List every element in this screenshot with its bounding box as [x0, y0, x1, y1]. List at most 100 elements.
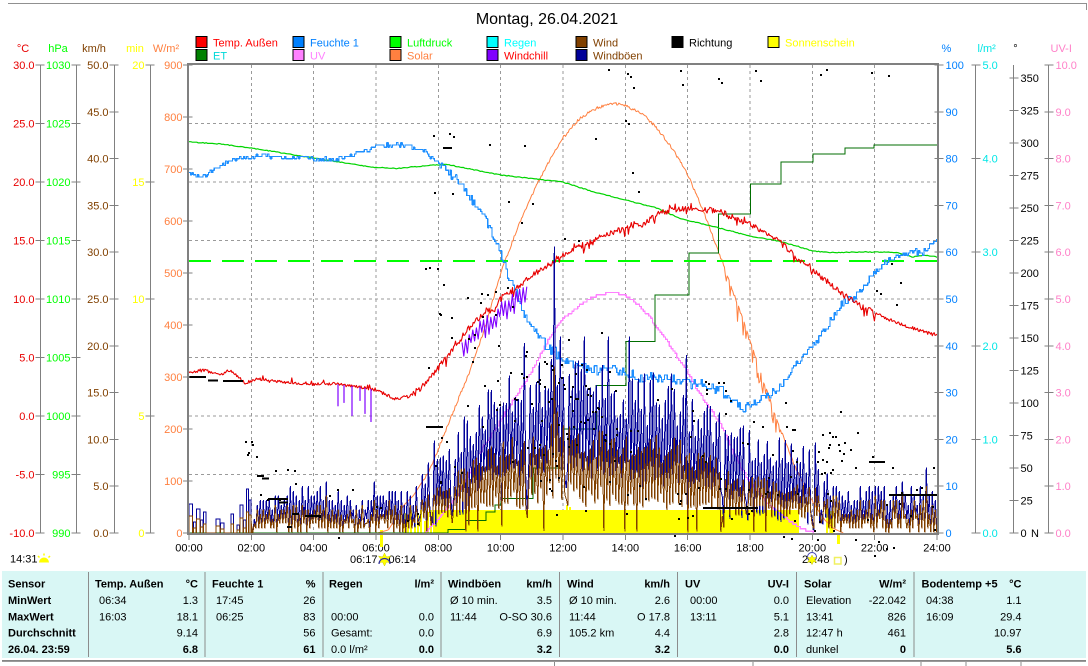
svg-text:Windböen: Windböen: [448, 579, 501, 591]
svg-text:02:00: 02:00: [238, 543, 266, 555]
svg-text:25: 25: [1021, 496, 1033, 508]
svg-text:0: 0: [900, 644, 906, 656]
svg-text:-10.0: -10.0: [9, 528, 34, 540]
svg-text:24:00: 24:00: [923, 543, 951, 555]
svg-text:16:03: 16:03: [99, 611, 127, 623]
svg-text:225: 225: [1021, 236, 1039, 248]
svg-text:3.2: 3.2: [655, 644, 670, 656]
svg-text:20: 20: [946, 434, 958, 446]
svg-text:Wind: Wind: [593, 38, 618, 50]
svg-text:04:00: 04:00: [300, 543, 328, 555]
svg-text:83: 83: [303, 611, 315, 623]
svg-text:125: 125: [1021, 366, 1039, 378]
svg-text:250: 250: [1021, 203, 1039, 215]
svg-text:9.14: 9.14: [177, 628, 198, 640]
svg-text:0.0: 0.0: [774, 644, 789, 656]
svg-text:50.0: 50.0: [87, 60, 108, 72]
svg-text:Luftdruck: Luftdruck: [407, 38, 453, 50]
svg-text:26: 26: [303, 595, 315, 607]
svg-text:06:17: 06:17: [350, 554, 378, 566]
svg-text:0: 0: [946, 528, 952, 540]
svg-text:Bodentemp +5: Bodentemp +5: [922, 579, 998, 591]
svg-text:): ): [844, 554, 848, 566]
svg-text:29.4: 29.4: [1000, 611, 1021, 623]
svg-text:3.0: 3.0: [983, 247, 998, 259]
svg-text:0.0: 0.0: [419, 611, 434, 623]
svg-text:0: 0: [1021, 528, 1027, 540]
svg-text:18.1: 18.1: [177, 611, 198, 623]
svg-text:0.0: 0.0: [419, 628, 434, 640]
svg-text:16:09: 16:09: [926, 611, 954, 623]
svg-text:°: °: [1013, 43, 1017, 55]
svg-text:9.0: 9.0: [1056, 107, 1071, 119]
svg-text:105.2 km: 105.2 km: [569, 628, 614, 640]
svg-text:50: 50: [946, 294, 958, 306]
svg-text:13:11: 13:11: [690, 611, 717, 623]
svg-text:56: 56: [303, 628, 315, 640]
svg-text:08:00: 08:00: [425, 543, 453, 555]
svg-text:km/h: km/h: [526, 579, 552, 591]
svg-text:100: 100: [1021, 398, 1039, 410]
svg-text:1.0: 1.0: [983, 434, 998, 446]
svg-text:Sonnenschein: Sonnenschein: [785, 38, 855, 50]
svg-text:Ø 10 min.: Ø 10 min.: [450, 595, 498, 607]
svg-text:%: %: [942, 43, 952, 55]
svg-text:150: 150: [1021, 333, 1039, 345]
svg-text:200: 200: [164, 424, 182, 436]
svg-text:25.0: 25.0: [13, 119, 34, 131]
svg-text:04:38: 04:38: [926, 595, 954, 607]
svg-text:Windchill: Windchill: [504, 51, 548, 63]
svg-text:0.0 l/m²: 0.0 l/m²: [331, 644, 368, 656]
svg-text:Montag, 26.04.2021: Montag, 26.04.2021: [476, 11, 618, 28]
svg-text:Wind: Wind: [567, 579, 594, 591]
svg-text:1010: 1010: [46, 294, 70, 306]
svg-text:1.1: 1.1: [1006, 595, 1021, 607]
svg-text:km/h: km/h: [82, 43, 106, 55]
svg-text:UV-I: UV-I: [1051, 43, 1072, 55]
svg-text:61: 61: [303, 644, 315, 656]
svg-text:26.04. 23:59: 26.04. 23:59: [8, 644, 70, 656]
svg-text:800: 800: [164, 112, 182, 124]
svg-text:Ø 10 min.: Ø 10 min.: [569, 595, 617, 607]
svg-text:700: 700: [164, 164, 182, 176]
svg-text:100: 100: [946, 60, 964, 72]
svg-text:l/m²: l/m²: [414, 579, 434, 591]
svg-text:00:00: 00:00: [690, 595, 718, 607]
svg-text:N: N: [1031, 528, 1039, 540]
svg-text:UV: UV: [685, 579, 701, 591]
svg-text:Sensor: Sensor: [8, 579, 46, 591]
svg-text:90: 90: [946, 107, 958, 119]
svg-text:14:31: 14:31: [10, 554, 38, 566]
svg-text:Temp. Außen: Temp. Außen: [213, 38, 278, 50]
svg-text:30.0: 30.0: [87, 247, 108, 259]
svg-text:W/m²: W/m²: [153, 43, 180, 55]
svg-text:2.6: 2.6: [655, 595, 670, 607]
svg-text:0.0: 0.0: [983, 528, 998, 540]
svg-text:2.0: 2.0: [983, 341, 998, 353]
svg-text:%: %: [306, 579, 316, 591]
svg-text:15.0: 15.0: [87, 388, 108, 400]
svg-text:0.0: 0.0: [93, 528, 108, 540]
svg-text:Regen: Regen: [504, 38, 536, 50]
svg-text:06:14: 06:14: [389, 554, 417, 566]
svg-text:25.0: 25.0: [87, 294, 108, 306]
svg-text:6.8: 6.8: [183, 644, 198, 656]
svg-text:1030: 1030: [46, 60, 70, 72]
svg-text:461: 461: [888, 628, 906, 640]
svg-text:2.8: 2.8: [774, 628, 789, 640]
svg-text:5: 5: [138, 411, 144, 423]
svg-text:500: 500: [164, 268, 182, 280]
svg-text:3.2: 3.2: [537, 644, 552, 656]
svg-text:6.0: 6.0: [1056, 247, 1071, 259]
svg-text:3.0: 3.0: [1056, 388, 1071, 400]
svg-text:30.0: 30.0: [13, 60, 34, 72]
svg-text:4.4: 4.4: [655, 628, 670, 640]
svg-text:UV: UV: [310, 51, 326, 63]
svg-text:12:00: 12:00: [549, 543, 577, 555]
svg-text:0.0: 0.0: [1056, 528, 1071, 540]
svg-text:ET: ET: [213, 51, 227, 63]
svg-text:7.0: 7.0: [1056, 200, 1071, 212]
svg-text:Richtung: Richtung: [689, 38, 732, 50]
svg-text:20.0: 20.0: [13, 177, 34, 189]
svg-text:0.0: 0.0: [774, 595, 789, 607]
